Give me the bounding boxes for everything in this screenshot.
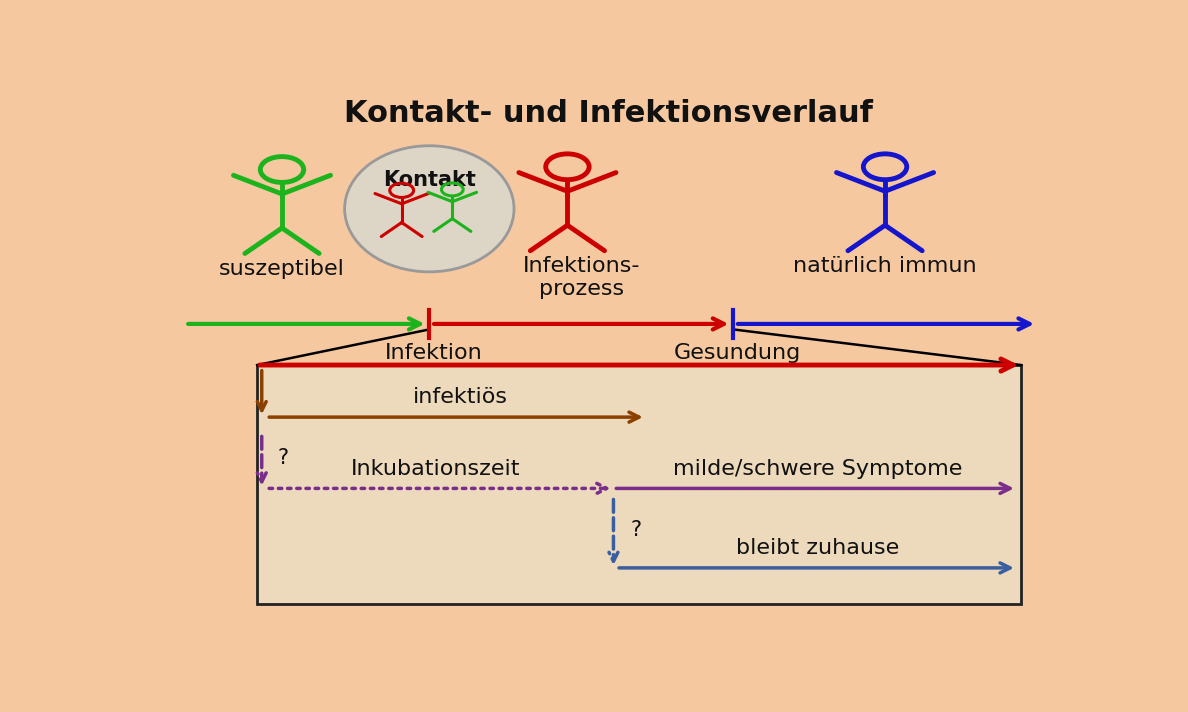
Ellipse shape <box>345 146 514 272</box>
Text: suszeptibel: suszeptibel <box>219 259 345 279</box>
Text: natürlich immun: natürlich immun <box>794 256 977 276</box>
Text: Kontakt: Kontakt <box>383 170 475 190</box>
Text: ?: ? <box>630 520 642 540</box>
Text: infektiös: infektiös <box>413 387 508 407</box>
Text: Infektion: Infektion <box>385 343 482 363</box>
Text: milde/schwere Symptome: milde/schwere Symptome <box>672 459 962 478</box>
Text: ?: ? <box>278 449 289 468</box>
Text: bleibt zuhause: bleibt zuhause <box>735 538 899 558</box>
Text: Kontakt- und Infektionsverlauf: Kontakt- und Infektionsverlauf <box>345 99 873 128</box>
Text: Infektions-
prozess: Infektions- prozess <box>523 256 640 300</box>
Bar <box>257 365 1022 604</box>
Text: Inkubationszeit: Inkubationszeit <box>350 459 520 478</box>
Text: Gesundung: Gesundung <box>674 343 802 363</box>
